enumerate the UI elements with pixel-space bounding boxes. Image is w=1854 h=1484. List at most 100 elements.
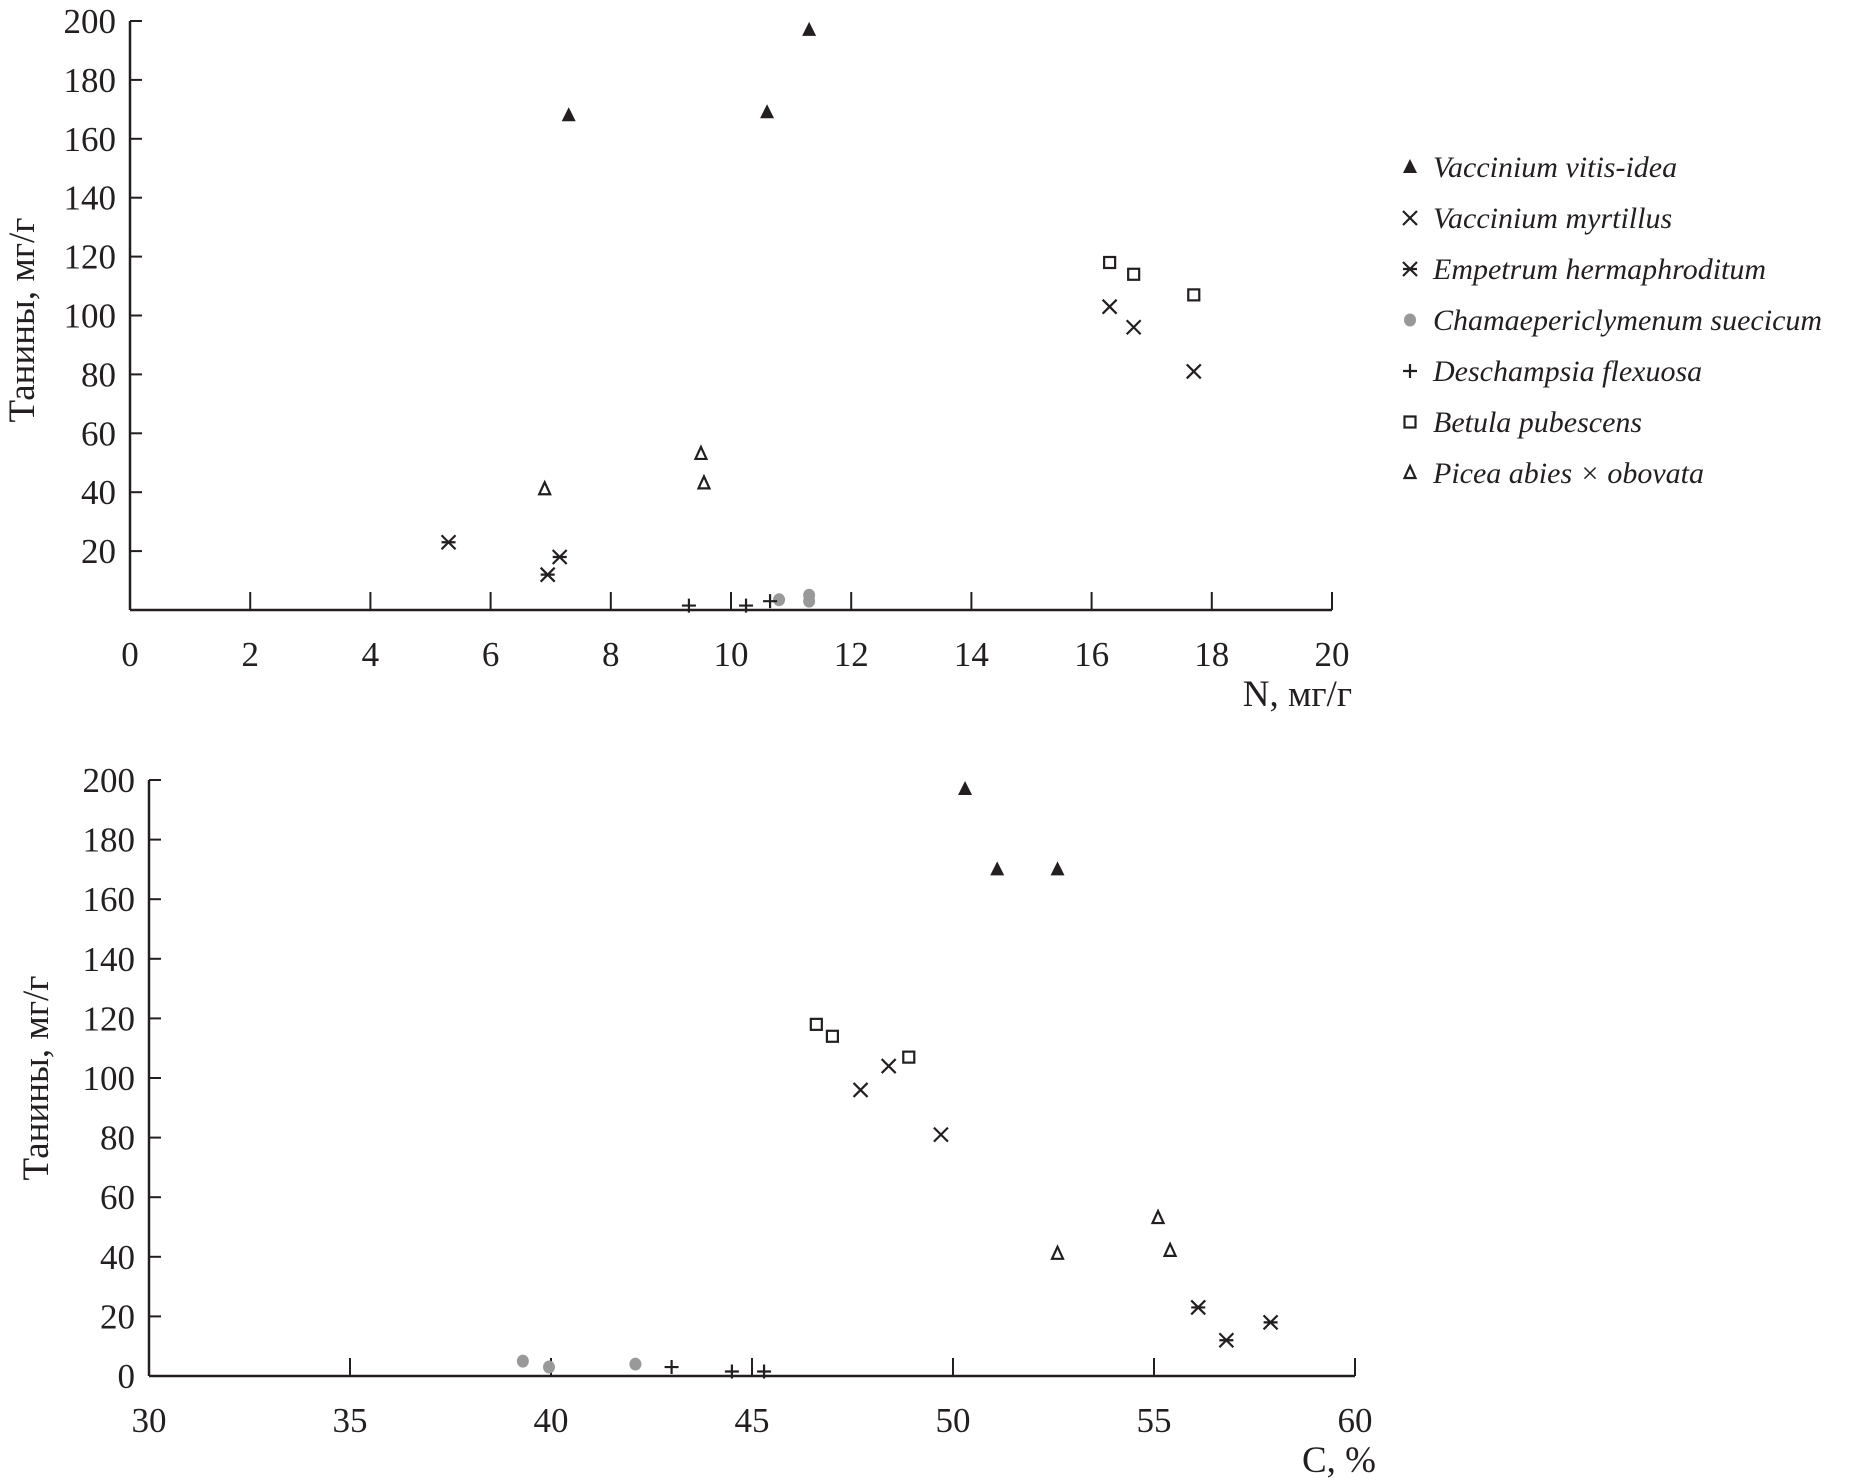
x-axis-label: C, % [1302,1440,1376,1481]
series-3 [516,1354,642,1374]
legend-item: Empetrum hermaphroditum [1402,253,1766,286]
data-point [539,566,556,583]
data-point [852,1082,869,1098]
legend-marker-icon [1404,313,1416,327]
data-point [739,598,754,613]
legend-marker-icon [1402,463,1418,480]
bottom-scatter-chart: Танины, мг/г C, % 30 35 40 45 50 55 60 0 20 40 60 8… [16,761,1376,1481]
y-tick-label: 40 [81,473,116,512]
series-2 [1190,1299,1279,1349]
x-tick-label: 18 [1194,635,1229,674]
y-tick-label: 80 [81,355,116,394]
data-point [664,1360,679,1375]
data-point [757,1364,772,1379]
data-point [551,549,568,565]
x-tick-label: 35 [333,1401,368,1440]
legend-item: Deschampsia flexuosa [1403,355,1702,388]
y-tick-label: 40 [100,1238,135,1277]
legend-marker-icon [1402,261,1418,277]
data-point [629,1357,642,1371]
legend-item: Betula pubescens [1403,406,1642,439]
data-point [696,473,712,490]
y-tick-label: 120 [83,999,136,1038]
legend-marker-icon [1403,415,1417,429]
x-tick-label: 6 [482,635,500,674]
data-point [1150,1208,1166,1225]
data-point [1162,1241,1178,1257]
series-1 [1101,298,1202,380]
series-6 [537,444,712,496]
y-tick-label: 60 [100,1178,135,1217]
x-tick-label: 30 [132,1401,167,1440]
data-point [1185,363,1202,380]
x-tick-label: 55 [1137,1401,1172,1440]
data-point [760,104,775,119]
y-tick-label: 80 [100,1119,135,1158]
legend-marker-icon [1403,364,1417,378]
x-axis-label: N, мг/г [1243,674,1352,715]
legend-item: Chamaepericlymenum suecicum [1404,304,1822,337]
legend-marker-icon [1403,159,1417,173]
legend-label: Deschampsia flexuosa [1432,355,1702,388]
y-tick-label: 160 [83,880,136,919]
x-tick-label: 0 [121,635,139,674]
legend: Vaccinium vitis-idea Vaccinium myrtillus E… [1402,151,1822,490]
legend-label: Betula pubescens [1433,406,1642,439]
data-point [516,1354,529,1368]
data-point [561,107,576,122]
x-tick-label: 2 [241,635,259,674]
series-2 [440,534,568,583]
y-tick-label: 0 [118,1357,136,1396]
data-point [1127,267,1141,281]
data-point [1125,319,1142,336]
series-4 [664,1360,772,1379]
series-5 [809,1017,916,1064]
y-tick-label: 180 [83,821,136,860]
x-tick-label: 40 [534,1401,569,1440]
data-point [681,598,696,613]
data-point [990,861,1005,876]
legend-label: Empetrum hermaphroditum [1432,253,1766,286]
series-0 [958,780,1065,876]
y-tick-label: 100 [64,297,117,336]
data-point [693,444,709,461]
x-tick-label: 16 [1074,635,1109,674]
data-point [803,594,816,608]
x-tick-label: 10 [714,635,749,674]
data-point [1050,1244,1065,1260]
x-tick-label: 14 [954,635,989,674]
series-4 [681,594,778,613]
y-tick-label: 60 [81,414,116,453]
y-tick-label: 140 [64,179,117,218]
data-point [1187,288,1201,302]
y-tick-label: 140 [83,940,136,979]
series-1 [852,1058,949,1143]
y-tick-label: 20 [100,1297,135,1336]
y-axis-label: Танины, мг/г [16,976,57,1181]
legend-label: Vaccinium myrtillus [1433,202,1672,235]
data-point [1262,1314,1279,1331]
data-point [724,1364,739,1379]
data-point [1103,255,1117,270]
x-tick-label: 50 [936,1401,971,1440]
y-tick-label: 100 [83,1059,136,1098]
series-3 [773,588,816,608]
data-point [440,534,457,551]
data-point [773,593,786,607]
y-tick-label: 160 [64,120,117,159]
data-point [1218,1332,1235,1349]
legend-label: Vaccinium vitis-idea [1433,151,1677,184]
top-scatter-chart: Танины, мг/г N, мг/г 0 2 4 6 8 10 12 14 16 18 20 20… [2,2,1352,715]
series-5 [1103,255,1201,302]
y-tick-label: 20 [81,532,116,571]
data-point [902,1050,916,1064]
y-tick-label: 180 [64,61,117,100]
data-point [880,1058,897,1074]
data-point [809,1017,823,1031]
x-tick-label: 4 [362,635,380,674]
x-tick-label: 8 [602,635,620,674]
data-point [802,21,817,36]
y-axis-label: Танины, мг/г [2,218,43,423]
y-tick-label: 120 [64,238,117,277]
